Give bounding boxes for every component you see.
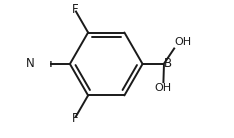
Text: OH: OH [155,83,172,93]
Text: N: N [26,57,34,71]
Text: F: F [72,112,79,125]
Text: F: F [72,3,79,16]
Text: B: B [164,57,172,71]
Text: OH: OH [175,37,192,47]
